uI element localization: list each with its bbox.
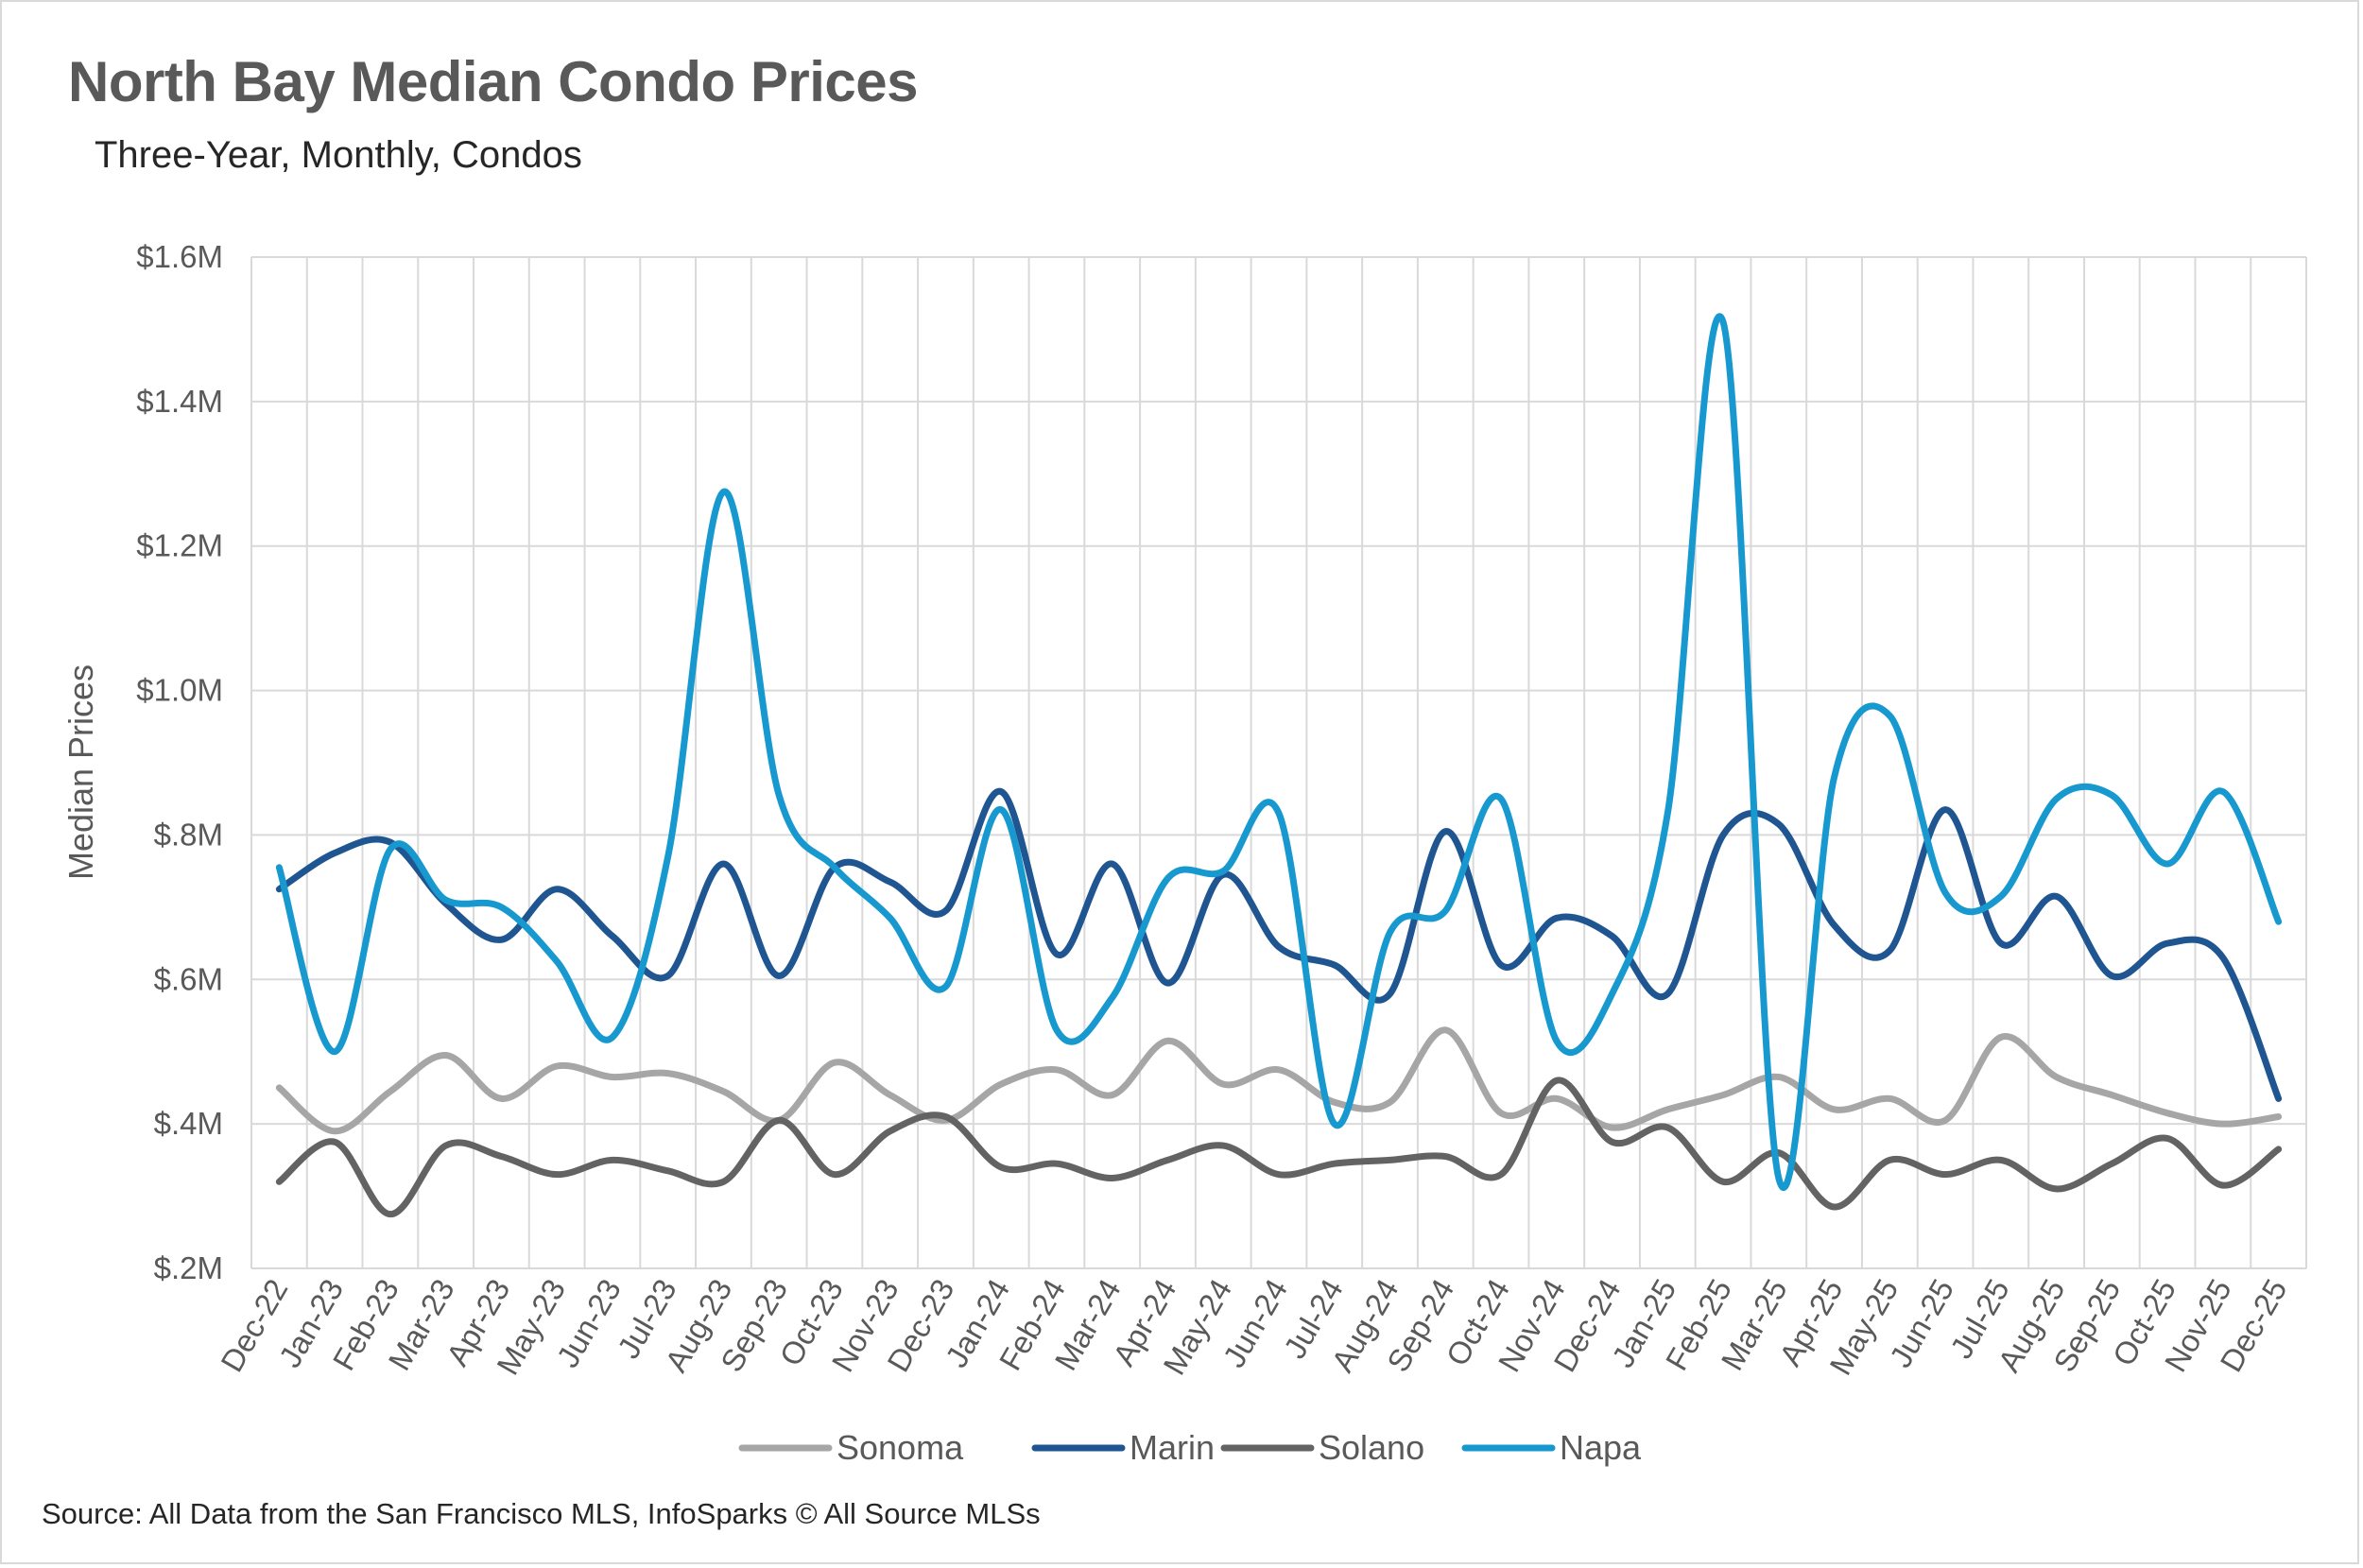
y-axis-ticks: $.2M $.4M $.6M $.8M $1.0M $1.2M $1.4M $1.6M xyxy=(136,239,223,1285)
series-line-marin xyxy=(275,788,2283,1102)
y-tick-label: $1.6M xyxy=(136,239,223,274)
legend-label-marin: Marin xyxy=(1130,1428,1215,1467)
series-lines xyxy=(275,313,2283,1218)
y-tick-label: $.2M xyxy=(154,1250,223,1285)
legend: Sonoma Marin Solano Napa xyxy=(738,1428,1642,1467)
x-axis-ticks: Dec-22Jan-23Feb-23Mar-23Apr-23May-23Jun-… xyxy=(214,1273,2293,1381)
series-line-napa xyxy=(275,313,2283,1191)
y-tick-label: $1.2M xyxy=(136,528,223,563)
y-axis-label: Median Prices xyxy=(61,664,100,880)
legend-label-sonoma: Sonoma xyxy=(837,1428,964,1467)
legend-label-solano: Solano xyxy=(1319,1428,1424,1467)
chart-subtitle: Three-Year, Monthly, Condos xyxy=(95,134,582,176)
legend-label-napa: Napa xyxy=(1560,1428,1642,1467)
y-tick-label: $.8M xyxy=(154,817,223,852)
y-tick-label: $1.4M xyxy=(136,384,223,419)
y-tick-label: $1.0M xyxy=(136,673,223,708)
y-tick-label: $.6M xyxy=(154,961,223,996)
y-tick-label: $.4M xyxy=(154,1106,223,1141)
series-line-sonoma xyxy=(275,1026,2283,1135)
source-note: Source: All Data from the San Francisco … xyxy=(42,1497,1041,1530)
gridlines xyxy=(250,256,2307,1269)
series-line-solano xyxy=(275,1077,2283,1218)
chart-title: North Bay Median Condo Prices xyxy=(68,50,918,113)
